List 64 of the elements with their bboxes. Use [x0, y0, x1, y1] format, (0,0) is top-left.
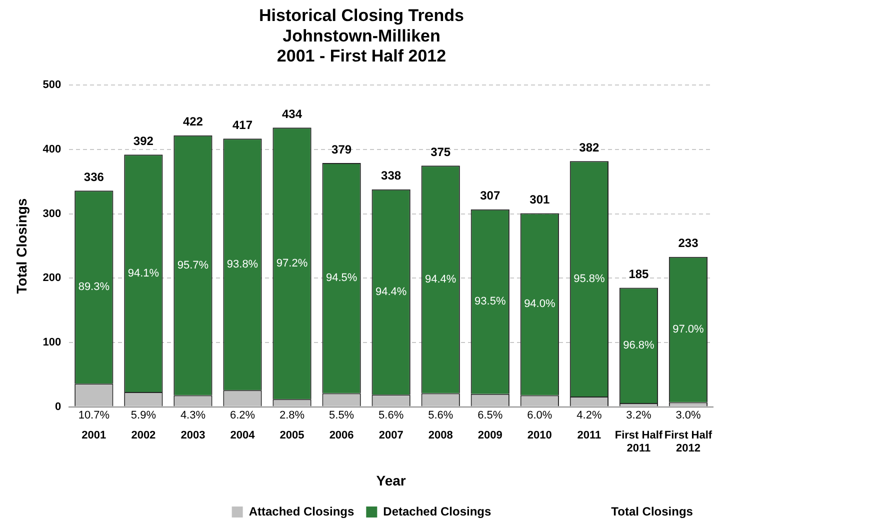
annotation: 96.8%: [623, 339, 655, 352]
total-label: 382: [579, 140, 600, 154]
annotation: 3.2%: [626, 409, 652, 422]
annotation: 97.0%: [672, 324, 704, 336]
total-label: 434: [282, 106, 302, 121]
total-label: 307: [480, 188, 500, 203]
annotation: 4.3%: [180, 409, 206, 422]
total-label: 233: [678, 236, 699, 250]
total-label: 185: [628, 267, 650, 282]
legend-label: Attached Closings: [248, 504, 354, 518]
y-tick-label: 300: [42, 208, 62, 220]
annotation: 94.5%: [326, 272, 358, 284]
annotation: 93.8%: [226, 258, 258, 270]
annotation: 95.7%: [177, 259, 209, 272]
total-label: 417: [232, 118, 253, 132]
y-tick-label: 500: [42, 79, 62, 92]
y-tick-label: 0: [55, 400, 62, 413]
text: Total Closings: [611, 504, 694, 518]
x-tick-label: 2008: [428, 429, 453, 442]
annotation: 5.9%: [130, 409, 156, 422]
x-tick-label: 2006: [329, 429, 354, 442]
total-label: 422: [182, 114, 204, 129]
x-tick-label: 2005: [280, 429, 304, 442]
annotation: 3.0%: [676, 409, 701, 422]
annotation: 6.2%: [230, 409, 256, 422]
annotation: 6.0%: [527, 409, 552, 422]
x-tick-label: 2002: [131, 429, 156, 442]
x-tick-label: 2011: [577, 429, 602, 442]
x-axis-title: Year: [376, 472, 406, 488]
x-tick-label: 2004: [230, 429, 256, 442]
total-label: 392: [133, 134, 154, 148]
annotation: 94.4%: [375, 286, 407, 298]
total-label: 336: [84, 170, 104, 184]
annotation: 10.7%: [78, 409, 110, 422]
annotation: 94.0%: [524, 298, 556, 310]
y-tick-label: 100: [42, 336, 62, 349]
annotation: 5.6%: [378, 409, 404, 422]
annotation: 6.5%: [478, 409, 503, 422]
annotation: 94.1%: [128, 267, 160, 280]
annotation: 94.4%: [425, 273, 456, 286]
legend-label: Detached Closings: [383, 504, 492, 518]
y-tick-label: 400: [42, 144, 62, 156]
total-label: 338: [381, 168, 402, 183]
annotation: 95.8%: [574, 272, 605, 285]
annotation: 5.5%: [329, 409, 354, 422]
x-tick-label: First Half 2011: [614, 429, 663, 455]
annotation: 89.3%: [78, 281, 110, 294]
annotation: 93.5%: [474, 296, 506, 308]
total-label: 375: [430, 144, 451, 159]
x-tick-label: 2010: [527, 429, 552, 442]
chart-title: Historical Closing Trends Johnstown-Milliken 2001 - First Half 2012: [259, 6, 464, 66]
y-tick-label: 200: [42, 272, 62, 284]
annotation: 97.2%: [276, 257, 308, 270]
total-label: 301: [530, 192, 550, 207]
y-axis-title: Total Closings: [13, 198, 30, 294]
total-label: 379: [332, 142, 352, 156]
annotation: 5.6%: [428, 409, 454, 422]
x-tick-label: 2009: [478, 429, 502, 442]
annotation: 4.2%: [576, 409, 602, 422]
x-tick-label: 2001: [82, 429, 106, 442]
x-tick-label: First Half 2012: [664, 429, 712, 455]
x-tick-label: 2003: [180, 429, 206, 442]
x-tick-label: 2007: [378, 429, 404, 442]
annotation: 2.8%: [279, 409, 305, 422]
